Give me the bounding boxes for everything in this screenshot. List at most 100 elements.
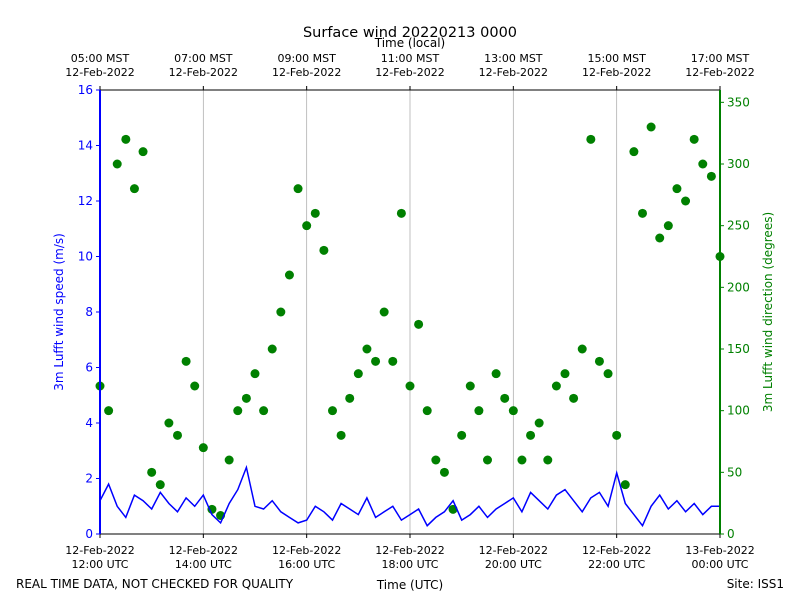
top-x-tick-label: 05:00 MST: [71, 52, 130, 65]
direction-point: [259, 406, 269, 416]
direction-point: [388, 356, 398, 366]
top-x-tick-label: 12-Feb-2022: [685, 66, 754, 79]
y2-tick-label: 50: [727, 465, 742, 479]
x-tick-label: 22:00 UTC: [588, 558, 645, 571]
footer-right: Site: ISS1: [727, 577, 784, 591]
direction-point: [173, 430, 182, 440]
direction-point: [414, 319, 424, 329]
direction-point: [405, 381, 415, 391]
direction-point: [603, 369, 613, 379]
x-tick-label: 12-Feb-2022: [272, 544, 341, 557]
x-tick-label: 00:00 UTC: [691, 558, 748, 571]
x-tick-label: 12-Feb-2022: [65, 544, 134, 557]
direction-point: [147, 467, 157, 477]
direction-point: [267, 344, 277, 354]
direction-point: [233, 406, 243, 416]
direction-point: [293, 184, 303, 194]
direction-point: [241, 393, 251, 403]
x-tick-label: 12:00 UTC: [71, 558, 128, 571]
x-tick-label: 20:00 UTC: [485, 558, 542, 571]
direction-point: [422, 406, 432, 416]
direction-point: [328, 406, 337, 416]
top-x-tick-label: 12-Feb-2022: [169, 66, 238, 79]
y-tick-label: 4: [85, 416, 93, 430]
x-axis-label: Time (UTC): [376, 578, 443, 592]
direction-point: [638, 208, 647, 218]
top-x-tick-label: 09:00 MST: [277, 52, 336, 65]
top-x-tick-label: 07:00 MST: [174, 52, 233, 65]
top-x-tick-label: 12-Feb-2022: [375, 66, 444, 79]
top-x-tick-label: 11:00 MST: [381, 52, 440, 65]
y2-tick-label: 100: [727, 404, 750, 418]
x-tick-label: 12-Feb-2022: [375, 544, 444, 557]
direction-point: [569, 393, 579, 403]
y2-tick-label: 300: [727, 157, 750, 171]
direction-point: [121, 134, 131, 144]
direction-point: [517, 455, 527, 465]
direction-point: [345, 393, 355, 403]
direction-point: [663, 221, 673, 231]
direction-point: [646, 122, 656, 132]
y-tick-label: 6: [85, 361, 93, 375]
x-tick-label: 18:00 UTC: [381, 558, 438, 571]
direction-point: [560, 369, 570, 379]
top-x-tick-label: 17:00 MST: [691, 52, 750, 65]
direction-point: [362, 344, 372, 354]
direction-point: [431, 455, 441, 465]
direction-point: [500, 393, 510, 403]
direction-point: [551, 381, 561, 391]
direction-point: [302, 221, 312, 231]
y2-tick-label: 200: [727, 280, 750, 294]
chart-title: Surface wind 20220213 0000: [303, 25, 517, 41]
direction-point: [284, 270, 294, 280]
y-tick-label: 10: [78, 250, 93, 264]
direction-point: [129, 184, 139, 194]
y2-tick-label: 350: [727, 95, 750, 109]
direction-point: [483, 455, 492, 465]
direction-point: [181, 356, 191, 366]
direction-point: [612, 430, 622, 440]
direction-point: [138, 147, 148, 157]
x-tick-label: 13-Feb-2022: [685, 544, 754, 557]
direction-point: [250, 369, 260, 379]
y2-axis-label: 3m Lufft wind direction (degrees): [761, 212, 775, 412]
direction-point: [655, 233, 665, 243]
direction-point: [336, 430, 346, 440]
direction-point: [526, 430, 536, 440]
direction-point: [508, 406, 518, 416]
y2-tick-label: 150: [727, 342, 750, 356]
direction-point: [629, 147, 639, 157]
direction-point: [577, 344, 587, 354]
footer-left: REAL TIME DATA, NOT CHECKED FOR QUALITY: [16, 577, 294, 591]
top-axis-label: Time (local): [374, 36, 446, 50]
direction-point: [164, 418, 174, 428]
x-tick-label: 12-Feb-2022: [479, 544, 548, 557]
direction-point: [310, 208, 320, 218]
y2-tick-label: 0: [727, 527, 735, 541]
direction-point: [198, 443, 208, 453]
direction-point: [207, 504, 217, 514]
direction-point: [104, 406, 114, 416]
top-x-tick-label: 13:00 MST: [484, 52, 543, 65]
direction-point: [586, 134, 596, 144]
x-tick-label: 12-Feb-2022: [169, 544, 238, 557]
top-x-tick-label: 12-Feb-2022: [65, 66, 134, 79]
y2-tick-label: 250: [727, 219, 750, 233]
direction-point: [112, 159, 122, 169]
speed-line: [99, 464, 720, 528]
direction-point: [491, 369, 501, 379]
y-tick-label: 0: [85, 527, 93, 541]
direction-point: [706, 171, 716, 181]
y-tick-label: 14: [78, 139, 93, 153]
direction-point: [396, 208, 406, 218]
y-tick-label: 16: [78, 83, 93, 97]
direction-point: [465, 381, 475, 391]
top-x-tick-label: 12-Feb-2022: [479, 66, 548, 79]
direction-point: [681, 196, 691, 206]
direction-point: [457, 430, 467, 440]
x-tick-label: 16:00 UTC: [278, 558, 335, 571]
direction-point: [353, 369, 363, 379]
